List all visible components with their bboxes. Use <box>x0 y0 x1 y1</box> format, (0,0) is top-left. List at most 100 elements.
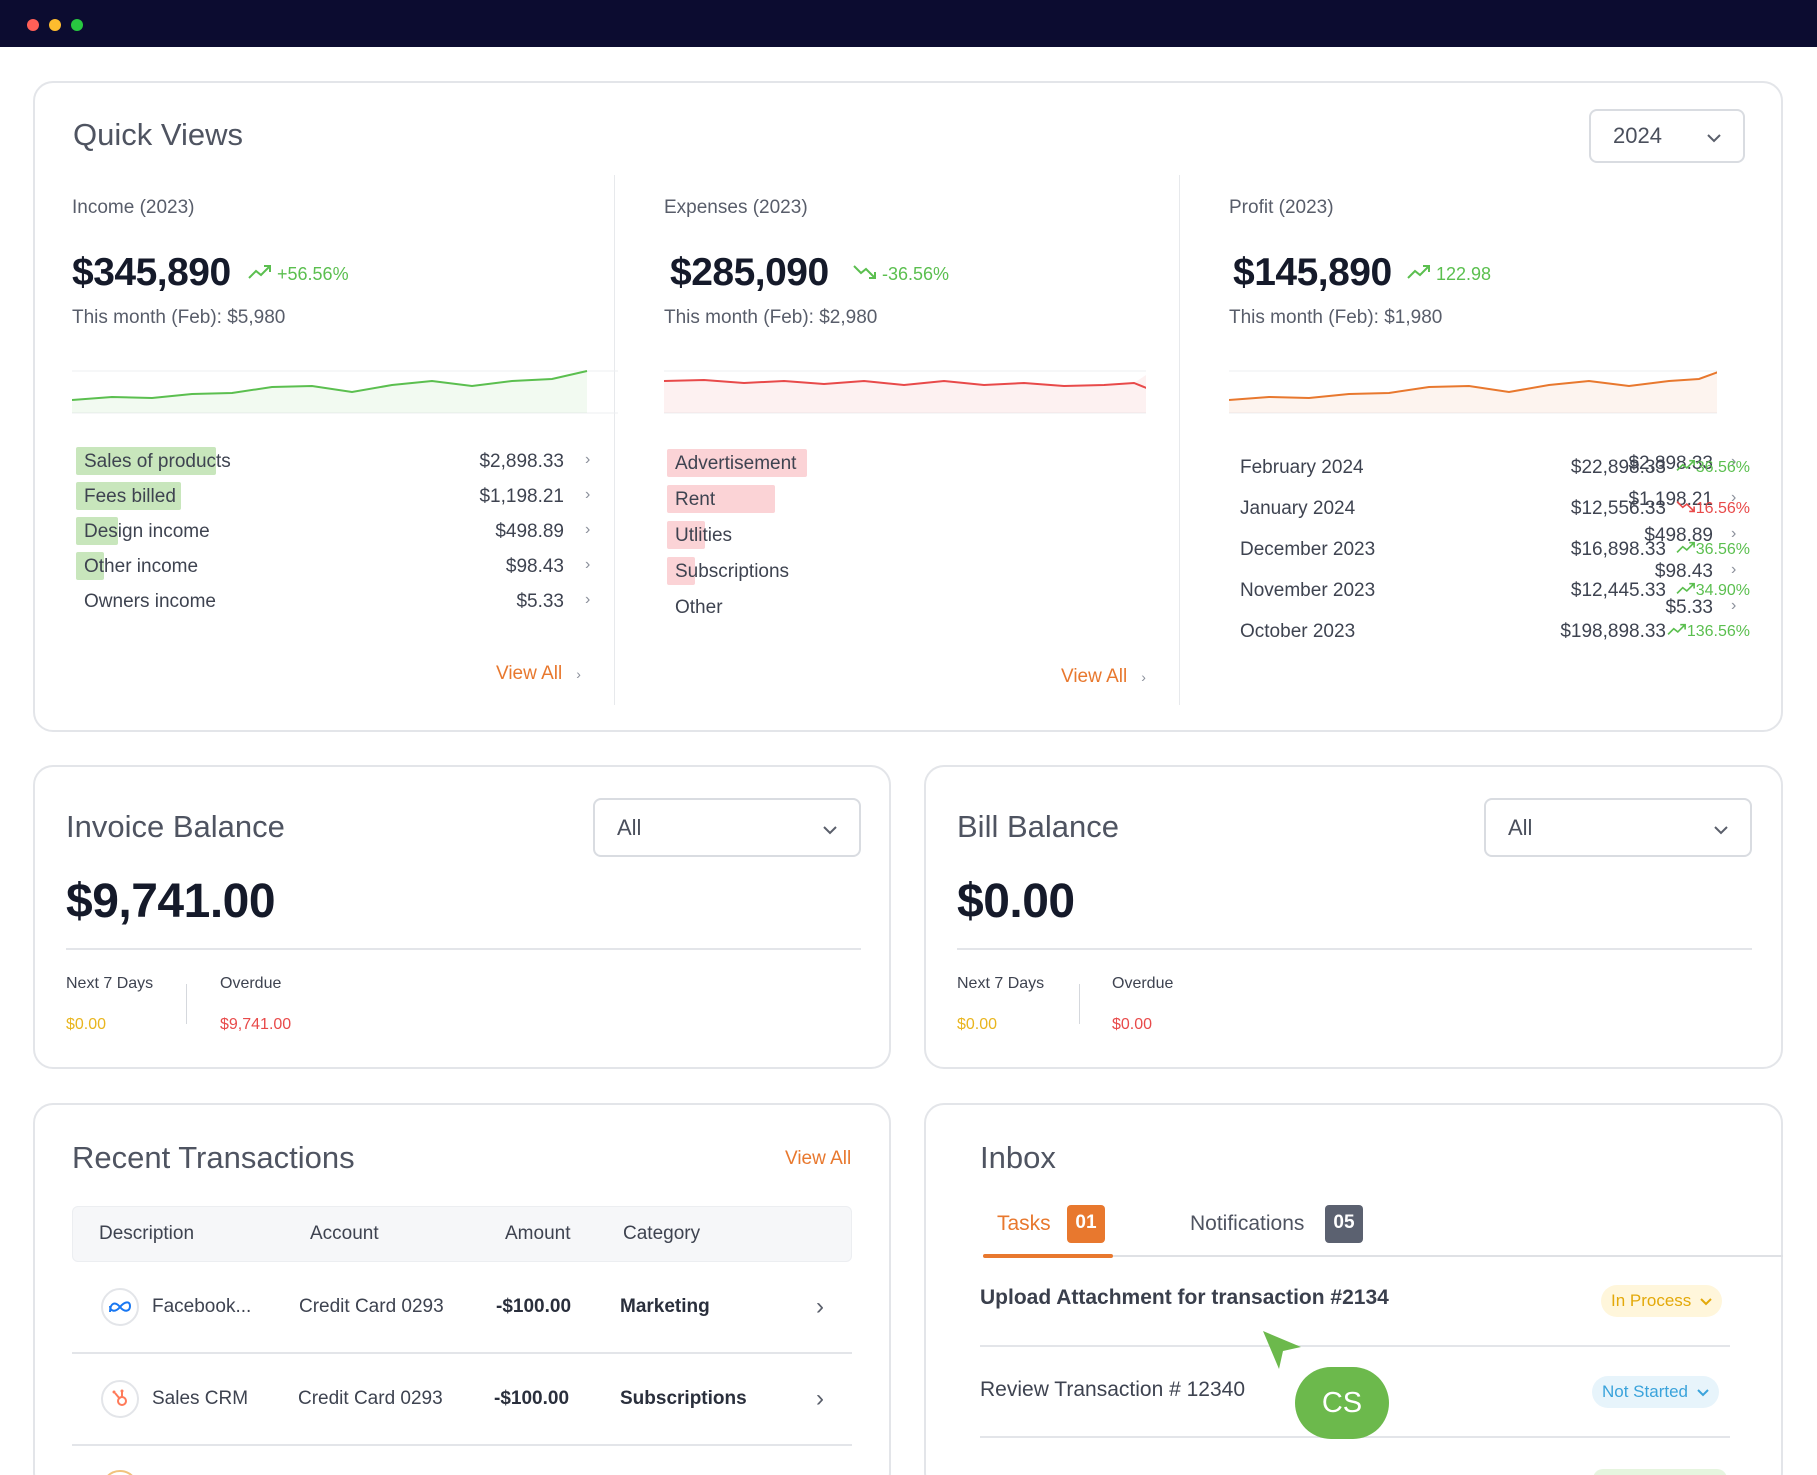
expenses-item-label: Rent <box>675 489 716 510</box>
table-row[interactable]: Sales CRM Credit Card 0293 -$100.00 Subs… <box>72 1354 852 1446</box>
bill-overdue-value: $0.00 <box>1112 1016 1153 1033</box>
income-item-row[interactable]: Owners income $5.33 › <box>76 587 605 617</box>
partial-row-icon <box>101 1470 139 1475</box>
year-select[interactable]: 2024 <box>1589 109 1745 163</box>
status-badge-not-started[interactable]: Not Started <box>1592 1376 1719 1408</box>
window-maximize-control[interactable] <box>71 19 83 31</box>
invoice-overdue-value: $9,741.00 <box>220 1016 292 1033</box>
column-header-account: Account <box>310 1223 379 1244</box>
expenses-change: -36.56% <box>853 264 949 285</box>
transactions-view-all-link[interactable]: View All <box>785 1148 852 1169</box>
income-label: Income (2023) <box>72 197 195 218</box>
bill-next7-label: Next 7 Days <box>957 975 1045 992</box>
trend-down-icon <box>1676 501 1695 513</box>
share-highlight-bar <box>667 521 705 549</box>
profit-item-row[interactable]: December 2023 $16,898.33 36.56% <box>1240 539 1750 569</box>
share-highlight-bar <box>667 449 807 477</box>
chevron-right-icon[interactable]: › <box>816 1293 824 1320</box>
chevron-right-icon[interactable]: › <box>585 521 591 538</box>
expenses-item-row[interactable]: Other $5.33 › <box>667 593 1751 623</box>
chevron-right-icon[interactable]: › <box>1731 597 1737 614</box>
divider <box>957 948 1752 950</box>
expenses-item-amount: $5.33 <box>1665 597 1713 618</box>
trend-up-icon <box>1676 541 1695 553</box>
profit-item-amount: $198,898.33 <box>1560 621 1666 642</box>
chevron-right-icon[interactable]: › <box>1731 561 1737 578</box>
chevron-down-icon <box>1697 1389 1709 1397</box>
status-badge-in-process[interactable]: In Process <box>1601 1285 1723 1317</box>
expenses-item-amount: $98.43 <box>1654 561 1713 582</box>
invoice-next7-label: Next 7 Days <box>66 975 154 992</box>
profit-item-amount: $12,445.33 <box>1570 580 1666 601</box>
recent-transactions-title: Recent Transactions <box>72 1140 355 1175</box>
table-row[interactable]: Facebook... Credit Card 0293 -$100.00 Ma… <box>72 1262 852 1354</box>
active-tab-indicator <box>983 1254 1113 1258</box>
chevron-right-icon[interactable]: › <box>1731 489 1737 506</box>
tab-notifications[interactable]: Notifications <box>1190 1212 1305 1235</box>
expenses-item-row[interactable]: Utlities $498.89 › <box>667 521 1751 551</box>
transaction-amount: -$100.00 <box>494 1388 570 1409</box>
chevron-right-icon[interactable]: › <box>585 486 591 503</box>
cursor-pointer-icon <box>1263 1331 1301 1369</box>
bill-filter-select[interactable]: All <box>1484 798 1752 857</box>
income-item-amount: $5.33 <box>516 591 564 612</box>
hubspot-icon <box>101 1380 139 1418</box>
inbox-card: Inbox Tasks 01 Notifications 05 Upload A… <box>924 1103 1783 1475</box>
profit-item-label: January 2024 <box>1240 498 1356 519</box>
column-header-amount: Amount <box>505 1223 571 1244</box>
chevron-right-icon[interactable]: › <box>816 1385 824 1412</box>
column-divider <box>614 175 615 705</box>
income-item-row[interactable]: Fees billed $1,198.21 › <box>76 482 605 512</box>
income-sparkline <box>72 370 618 414</box>
share-highlight-bar <box>76 482 181 510</box>
profit-item-row[interactable]: February 2024 $22,898.33 36.56% <box>1240 457 1750 487</box>
profit-item-row[interactable]: October 2023 $198,898.33 136.56% <box>1240 621 1750 651</box>
bill-filter-value: All <box>1508 814 1533 840</box>
income-item-label: Sales of products <box>84 451 231 472</box>
window-close-control[interactable] <box>27 19 39 31</box>
expenses-item-amount: $2,898.33 <box>1628 453 1713 474</box>
chevron-right-icon[interactable]: › <box>1731 525 1737 542</box>
profit-item-amount: $16,898.33 <box>1570 539 1666 560</box>
chevron-right-icon[interactable]: › <box>585 591 591 608</box>
column-header-category: Category <box>623 1223 701 1244</box>
divider <box>1079 984 1080 1024</box>
expenses-view-all-link[interactable]: View All › <box>1061 666 1146 687</box>
window-titlebar <box>0 0 1817 47</box>
chevron-down-icon <box>1700 1298 1712 1306</box>
profit-item-row[interactable]: January 2024 $12,556.33 16.56% <box>1240 498 1750 528</box>
year-select-value: 2024 <box>1613 123 1662 148</box>
profit-change-up: 34.90% <box>1676 582 1750 600</box>
transaction-category: Subscriptions <box>620 1388 747 1409</box>
profit-change-up: 36.56% <box>1676 459 1750 477</box>
tab-tasks[interactable]: Tasks <box>997 1212 1051 1235</box>
window-minimize-control[interactable] <box>49 19 61 31</box>
expenses-item-row[interactable]: Advertisement $2,898.33 › <box>667 449 1751 479</box>
chevron-right-icon[interactable]: › <box>585 451 591 468</box>
profit-item-row[interactable]: November 2023 $12,445.33 34.90% <box>1240 580 1750 610</box>
income-item-label: Fees billed <box>84 486 176 507</box>
expenses-item-row[interactable]: Subscriptions $98.43 › <box>667 557 1751 587</box>
trend-up-icon <box>1676 459 1695 471</box>
trend-up-icon <box>1676 582 1695 594</box>
task-item-title[interactable]: Upload Attachment for transaction #2134 <box>980 1286 1389 1309</box>
task-item-title[interactable]: Review Transaction # 12340 <box>980 1378 1245 1401</box>
expenses-item-label: Other <box>675 597 723 618</box>
chevron-right-icon[interactable]: › <box>585 556 591 573</box>
income-item-row[interactable]: Other income $98.43 › <box>76 552 605 582</box>
divider <box>66 948 861 950</box>
income-item-row[interactable]: Design income $498.89 › <box>76 517 605 547</box>
income-item-row[interactable]: Sales of products $2,898.33 › <box>76 447 605 477</box>
profit-month: This month (Feb): $1,980 <box>1229 307 1443 328</box>
income-view-all-link[interactable]: View All › <box>496 663 581 684</box>
expenses-item-label: Advertisement <box>675 453 797 474</box>
expenses-item-label: Utlities <box>675 525 733 546</box>
share-highlight-bar <box>76 552 104 580</box>
profit-item-label: December 2023 <box>1240 539 1376 560</box>
expenses-item-row[interactable]: Rent $1,198.21 › <box>667 485 1751 515</box>
share-highlight-bar <box>76 517 118 545</box>
invoice-filter-select[interactable]: All <box>593 798 861 857</box>
chevron-right-icon[interactable]: › <box>1731 453 1737 470</box>
trend-up-icon <box>248 265 271 279</box>
column-header-description: Description <box>99 1223 195 1244</box>
